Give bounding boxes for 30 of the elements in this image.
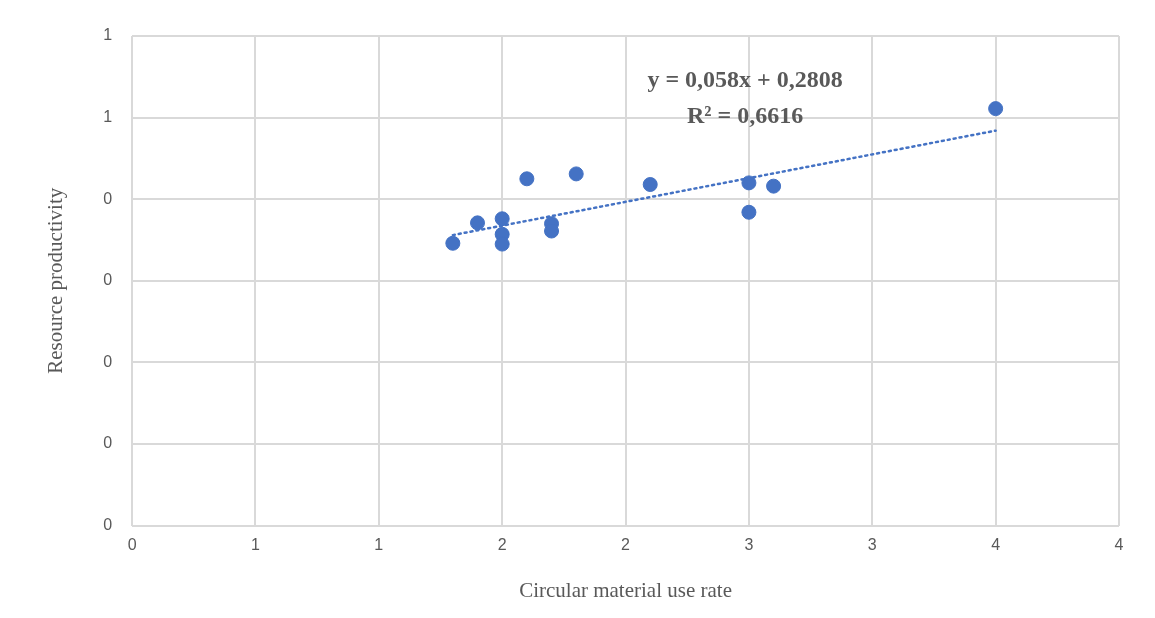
- point: [519, 171, 535, 187]
- annotation: y = 0,058x + 0,2808: [647, 66, 843, 93]
- point: [470, 215, 486, 231]
- x-tick-label: 3: [867, 535, 877, 553]
- point: [988, 101, 1004, 117]
- point: [445, 235, 461, 251]
- point: [494, 211, 510, 227]
- x-axis-title: Circular material use rate: [519, 577, 732, 602]
- point: [741, 175, 757, 191]
- point: [642, 177, 658, 193]
- y-tick-label: 0: [103, 352, 113, 370]
- y-tick-label: 0: [103, 516, 113, 534]
- point: [568, 166, 584, 182]
- y-tick-label: 1: [103, 26, 113, 44]
- x-tick-label: 0: [127, 535, 137, 553]
- y-axis-title: Resource productivity: [43, 187, 68, 374]
- x-tick-label: 2: [497, 535, 507, 553]
- x-tick-label: 1: [251, 535, 261, 553]
- y-tick-label: 0: [103, 189, 113, 207]
- y-tick-label: 1: [103, 108, 113, 126]
- y-tick-label: 0: [103, 271, 113, 289]
- annotation: R² = 0,6616: [687, 102, 804, 129]
- x-tick-label: 2: [621, 535, 631, 553]
- point: [741, 204, 757, 220]
- x-tick-label: 1: [374, 535, 384, 553]
- x-tick-label: 3: [744, 535, 754, 553]
- point: [766, 178, 782, 194]
- x-tick-label: 4: [1114, 535, 1124, 553]
- y-tick-label: 0: [103, 434, 113, 452]
- x-tick-label: 4: [991, 535, 1001, 553]
